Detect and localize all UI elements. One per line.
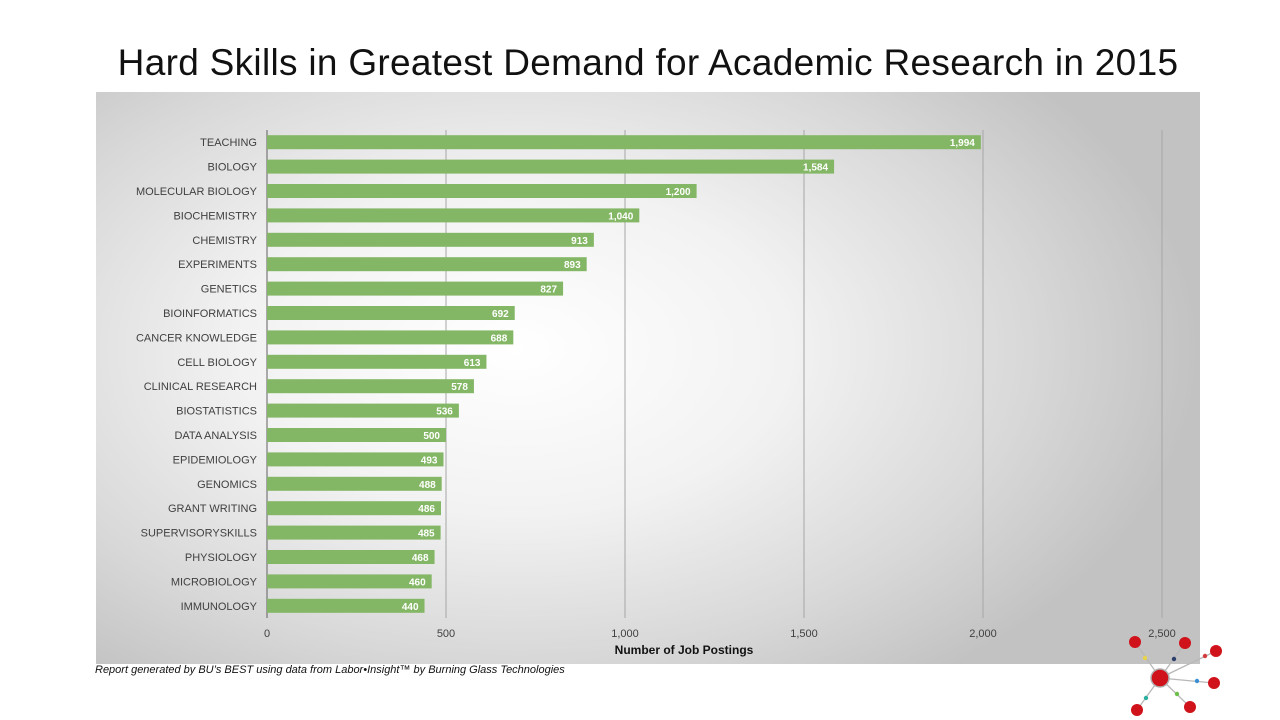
category-label: TEACHING [200,137,257,149]
category-label: SUPERVISORYSKILLS [141,528,257,540]
category-label: CANCER KNOWLEDGE [136,332,257,344]
bar [267,525,441,540]
bar-value-label: 485 [418,529,435,540]
bar-value-label: 500 [423,431,440,442]
category-label: GRANT WRITING [168,503,257,515]
category-label: CELL BIOLOGY [177,357,257,369]
bar [267,354,487,369]
bar [267,306,515,320]
bar [267,184,697,198]
bar-chart: TEACHING 1,994 BIOLOGY 1,584 MOLECULAR BIOLO… [136,130,1176,657]
bar-value-label: 1,584 [803,163,828,174]
bar-value-label: 1,994 [950,138,975,149]
bar [267,135,981,150]
bar [267,476,442,491]
bar [267,501,441,516]
bar-value-label: 486 [418,504,435,515]
bar-value-label: 468 [412,553,429,564]
category-label: BIOSTATISTICS [176,406,257,418]
bar-value-label: 613 [464,358,481,369]
bar [267,574,432,589]
bar-value-label: 460 [409,577,426,588]
bar-value-label: 493 [421,455,438,466]
category-label: CHEMISTRY [192,235,257,247]
network-logo-icon [1129,636,1222,716]
category-label: PHYSIOLOGY [185,552,258,564]
bar [267,159,835,174]
category-label: BIOCHEMISTRY [173,210,257,222]
category-label: EPIDEMIOLOGY [173,454,258,466]
x-tick-label: 1,000 [611,628,639,640]
x-tick-label: 500 [437,628,455,640]
bar-value-label: 827 [540,285,557,296]
chart-area: TEACHING 1,994 BIOLOGY 1,584 MOLECULAR BIOLO… [96,92,1200,664]
bar-value-label: 536 [436,407,453,418]
bar [267,208,640,223]
category-label: GENOMICS [197,479,257,491]
bar [267,403,459,418]
x-tick-label: 2,500 [1148,628,1176,640]
x-tick-label: 0 [264,628,270,640]
x-tick-label: 2,000 [969,628,997,640]
category-label: DATA ANALYSIS [174,430,257,442]
bar-value-label: 688 [491,333,508,344]
bar-value-label: 913 [571,236,588,247]
bar [267,257,587,272]
bar [267,598,425,613]
category-label: CLINICAL RESEARCH [144,381,257,393]
category-label: BIOINFORMATICS [163,308,257,320]
bar [267,428,446,442]
bar-value-label: 1,040 [608,211,633,222]
bar [267,550,435,564]
bar [267,232,594,247]
category-label: IMMUNOLOGY [181,601,258,613]
slide-title: Hard Skills in Greatest Demand for Acade… [117,42,1179,83]
category-label: MICROBIOLOGY [171,576,258,588]
bar-value-label: 893 [564,260,581,271]
category-label: GENETICS [201,284,257,296]
bar-value-label: 578 [451,382,468,393]
bar [267,281,564,296]
category-label: EXPERIMENTS [178,259,257,271]
bar [267,379,474,394]
bar-value-label: 692 [492,309,509,320]
bar [267,452,444,467]
category-label: MOLECULAR BIOLOGY [136,186,258,198]
x-axis-title: Number of Job Postings [615,643,754,657]
bar-value-label: 1,200 [666,187,691,198]
bar-value-label: 488 [419,480,436,491]
footnote: Report generated by BU’s BEST using data… [95,664,565,676]
category-label: BIOLOGY [207,162,257,174]
bar-value-label: 440 [402,602,419,613]
x-tick-label: 1,500 [790,628,818,640]
bar [267,330,514,345]
